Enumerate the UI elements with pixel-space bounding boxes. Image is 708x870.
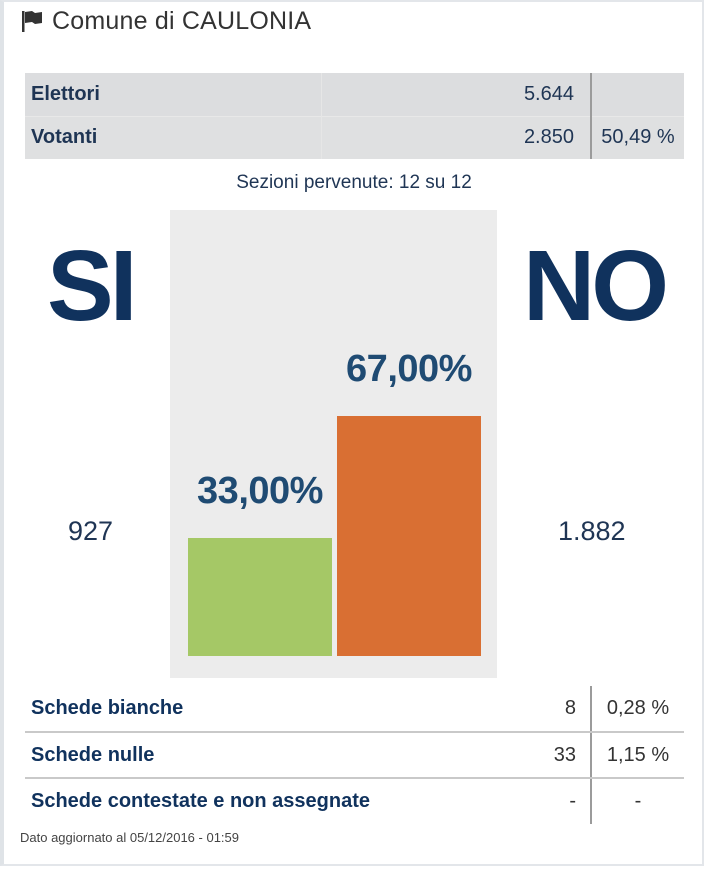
- votanti-value: 2.850: [320, 115, 591, 159]
- bar-si: [188, 537, 332, 656]
- nulle-pct: 1,15 %: [590, 732, 684, 779]
- page-title: Comune di CAULONIA: [52, 6, 312, 35]
- bianche-pct: 0,28 %: [590, 686, 684, 733]
- bianche-label: Schede bianche: [25, 686, 475, 733]
- elettori-label: Elettori: [25, 73, 321, 116]
- bianche-value: 8: [475, 686, 591, 733]
- contestate-pct: -: [590, 778, 684, 824]
- bar-label-no: 67,00%: [346, 348, 472, 391]
- si-votes: 927: [68, 516, 114, 546]
- elettori-pct: [590, 73, 684, 116]
- nulle-value: 33: [475, 732, 591, 779]
- no-heading: NO: [523, 230, 669, 342]
- contestate-label: Schede contestate e non assegnate: [31, 790, 371, 812]
- bar-label-si: 33,00%: [197, 469, 323, 512]
- summary-row-votanti: Votanti 2.850 50,49 %: [25, 115, 684, 159]
- summary-table: Elettori 5.644 Votanti 2.850 50,49 %: [25, 73, 684, 159]
- details-table: Schede bianche 8 0,28 % Schede nulle 33 …: [25, 686, 684, 824]
- last-updated: Dato aggiornato al 05/12/2016 - 01:59: [20, 830, 240, 845]
- title-row: Comune di CAULONIA: [20, 6, 311, 36]
- flag-icon: [20, 9, 44, 33]
- nulle-label: Schede nulle: [25, 732, 475, 779]
- contestate-value: -: [569, 790, 576, 812]
- details-row-contestate: Schede contestate e non assegnate - -: [25, 778, 684, 824]
- sezioni-pervenute: Sezioni pervenute: 12 su 12: [236, 172, 472, 193]
- votanti-pct: 50,49 %: [590, 115, 684, 159]
- details-row-nulle: Schede nulle 33 1,15 %: [25, 732, 684, 779]
- details-row-bianche: Schede bianche 8 0,28 %: [25, 686, 684, 733]
- elettori-value: 5.644: [320, 73, 591, 116]
- si-heading: SI: [47, 230, 138, 342]
- no-votes: 1.882: [558, 516, 626, 546]
- votanti-label: Votanti: [25, 115, 321, 159]
- summary-row-elettori: Elettori 5.644: [25, 73, 684, 116]
- bar-no: [337, 416, 481, 656]
